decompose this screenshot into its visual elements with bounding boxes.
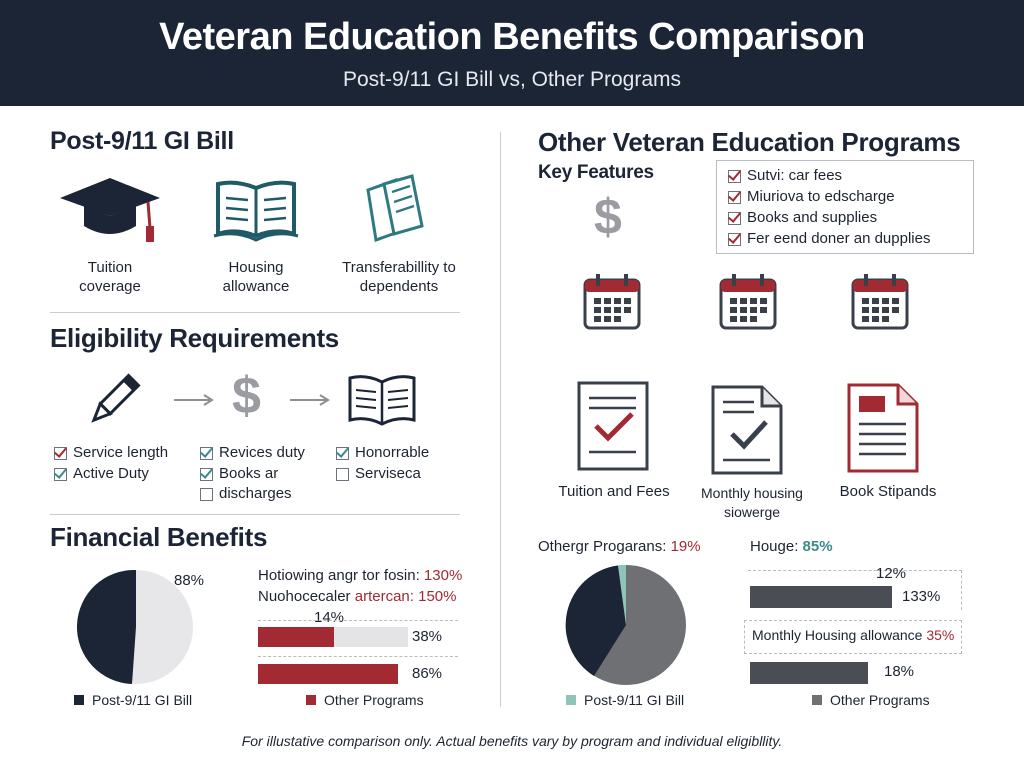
left-divider-2 (50, 514, 460, 515)
dollar-icon: $ (232, 367, 261, 425)
bar2-right-label: 18% (884, 663, 915, 680)
footer-disclaimer: For illustative comparison only. Actual … (241, 733, 783, 749)
bar-a-right-label: 38% (412, 628, 443, 645)
bar1-frame (748, 570, 962, 610)
calendar-icon-3 (851, 274, 909, 330)
checkbox-icon[interactable] (728, 212, 741, 225)
bar1-top-label: 12% (876, 565, 907, 582)
elig-active-duty[interactable]: Active Duty (54, 464, 149, 484)
checkbox-icon[interactable] (728, 170, 741, 183)
key-feature-4[interactable]: Fer eend doner an dupplies (728, 229, 930, 249)
pencil-icon (91, 373, 141, 423)
bar-a-top-label: 14% (314, 609, 345, 626)
elig-revices-duty[interactable]: Revices duty (200, 443, 305, 463)
doc-label-tuition: Tuition and Fees (558, 483, 670, 500)
bar-b-track-top (258, 656, 458, 657)
graduation-cap-icon (60, 178, 160, 242)
hou-label: Houge: 85% (750, 538, 833, 555)
legend-swatch-icon (74, 695, 84, 705)
key-features-title: Key Features (538, 162, 654, 183)
doc-label-books: Book Stipands (839, 483, 937, 500)
elig-serviseca[interactable]: Serviseca (336, 464, 421, 484)
feature-transfer-label: Transferabillity to dependents (342, 259, 456, 295)
legend-other-right: Other Programs (812, 692, 930, 708)
left-divider-1 (50, 312, 460, 313)
financial-title: Financial Benefits (50, 522, 268, 552)
arrow-icon (174, 394, 214, 406)
checkbox-icon[interactable] (54, 447, 67, 460)
elig-discharges[interactable]: discharges (200, 484, 292, 504)
checkbox-icon[interactable] (728, 233, 741, 246)
key-features-box (716, 160, 974, 254)
bar-a-track-top (258, 620, 458, 621)
checkbox-icon[interactable] (200, 447, 213, 460)
legend-swatch-icon (812, 695, 822, 705)
mha-label: Monthly Housing allowance 35% (752, 627, 955, 643)
legend-gi-bill: Post-9/11 GI Bill (74, 692, 192, 708)
checklist-document-icon (577, 381, 649, 471)
open-book-icon (213, 180, 299, 242)
bar-b-fill (258, 664, 398, 684)
legend-swatch-icon (566, 695, 576, 705)
gi-bill-title: Post-9/11 GI Bill (50, 127, 234, 155)
feature-tuition-label: Tuition coverage (79, 259, 141, 295)
elig-books[interactable]: Books ar (200, 464, 278, 484)
report-document-icon (847, 383, 919, 473)
pie-caption-right: Othergr Progarans: 19% (538, 538, 701, 555)
header-banner: Veteran Education Benefits Comparison Po… (0, 0, 1024, 106)
key-feature-2[interactable]: Miuriova to edscharge (728, 187, 895, 207)
bar-b-right-label: 86% (412, 665, 443, 682)
approved-document-icon (711, 385, 783, 475)
legend-other: Other Programs (306, 692, 424, 708)
gi-bill-pie-chart (76, 569, 193, 684)
open-book-icon-small (348, 375, 416, 426)
center-divider (500, 132, 501, 707)
bar2-fill (750, 662, 868, 684)
checkbox-icon[interactable] (54, 468, 67, 481)
elig-honorable[interactable]: Honorrable (336, 443, 429, 463)
checkbox-icon[interactable] (336, 468, 349, 481)
checkbox-icon[interactable] (336, 447, 349, 460)
dollar-icon-right: $ (594, 189, 622, 245)
feature-housing-label: Housing allowance (222, 259, 290, 295)
eligibility-title: Eligibility Requirements (50, 323, 339, 353)
pie-percent-label: 88% (174, 572, 205, 589)
bar-caption-2: Nuohocecaler artercan: 150% (258, 588, 457, 605)
bar-a-fill (258, 627, 334, 647)
documents-icon (366, 174, 424, 243)
checkbox-icon[interactable] (200, 468, 213, 481)
calendar-icon-2 (719, 274, 777, 330)
key-feature-3[interactable]: Books and supplies (728, 208, 877, 228)
other-programs-title: Other Veteran Education Programs (538, 127, 961, 157)
page-subtitle: Post-9/11 GI Bill vs, Other Programs (342, 68, 682, 91)
other-programs-pie-chart (565, 564, 686, 685)
page-title: Veteran Education Benefits Comparison (159, 16, 865, 58)
bar1-right-label: 133% (902, 588, 941, 605)
key-feature-1[interactable]: Sutvi: car fees (728, 166, 842, 186)
bar-caption-1: Hotiowing angr tor fosin: 130% (258, 567, 463, 584)
elig-service-length[interactable]: Service length (54, 443, 168, 463)
calendar-icon (583, 274, 641, 330)
legend-gi-bill-right: Post-9/11 GI Bill (566, 692, 684, 708)
arrow-icon-2 (290, 394, 330, 406)
bar1-fill (750, 586, 892, 608)
legend-swatch-icon (306, 695, 316, 705)
doc-label-housing: Monthly housing siowerge (701, 485, 803, 520)
mha-frame (744, 620, 962, 654)
checkbox-icon[interactable] (728, 191, 741, 204)
checkbox-icon[interactable] (200, 488, 213, 501)
